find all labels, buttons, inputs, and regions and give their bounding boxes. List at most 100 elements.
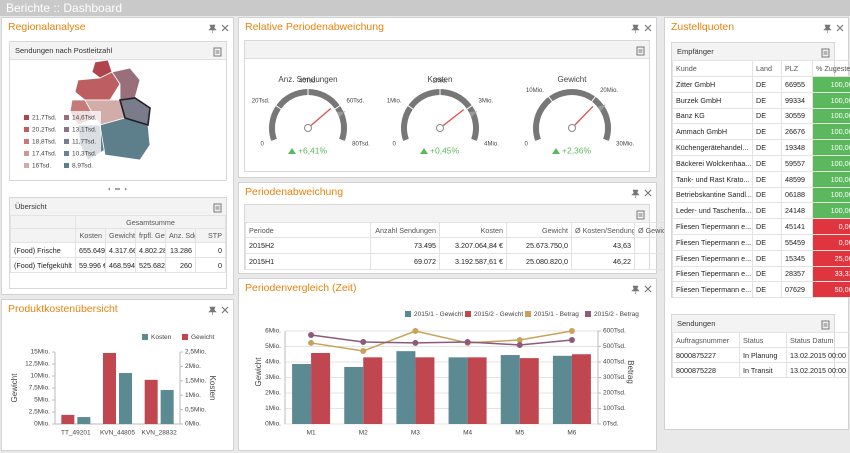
panel-icons[interactable] xyxy=(623,210,647,220)
panel-icons[interactable] xyxy=(808,320,832,330)
panel-title: Relative Periodenabweichung xyxy=(245,21,384,33)
table-cell: (Food) Tiefgekühlt xyxy=(10,257,76,273)
table-cell: Leder- und Taschenfa... xyxy=(672,202,753,220)
panel-icons[interactable] xyxy=(808,48,832,58)
panel-title: Periodenvergleich (Zeit) xyxy=(245,282,357,294)
table-cell: DE xyxy=(752,233,782,251)
table-row: Periode Anzahl Sendungen Kosten Gewicht Ø Ko… xyxy=(245,222,692,238)
panel-icons[interactable] xyxy=(200,47,224,57)
table-cell: 100,00% xyxy=(812,76,850,93)
table-row: 2015H2 73.495 3.207.064,84 €25.673.750,0 43… xyxy=(245,237,692,254)
table-cell: In Planung xyxy=(739,347,787,363)
table-cell: 655.649 € xyxy=(75,242,106,258)
table-cell: 468.594 xyxy=(105,257,136,273)
table-cell: Burzek GmbH xyxy=(672,91,753,109)
table-cell: DE xyxy=(752,91,782,109)
table-cell: 13.02.2015 00:00 xyxy=(786,362,850,378)
table-cell: Gesamtsumme xyxy=(75,215,226,229)
table-cell: 2015H2 xyxy=(245,237,371,254)
table-cell: 2015H1 xyxy=(245,253,371,270)
table-cell: 13.02.2015 00:00 xyxy=(786,347,850,363)
panel-title: Zustellquoten xyxy=(671,21,735,33)
table-cell: DE xyxy=(752,218,782,235)
card-header xyxy=(245,41,649,59)
table-cell: Fliesen Tiepermann e... xyxy=(672,249,753,267)
table-cell: Ø Kosten/Sendung xyxy=(571,222,635,238)
table-cell: Bäckerei Wolckenhaa... xyxy=(672,154,753,172)
table-cell: Kosten xyxy=(75,228,106,243)
card: Sendungen nach Postleitzahl xyxy=(9,41,227,181)
panel-title: Periodenabweichung xyxy=(245,186,344,198)
table-cell: 30559 xyxy=(781,107,813,125)
panel-icons[interactable] xyxy=(207,23,231,33)
table-cell: 260 xyxy=(165,257,196,273)
table-cell: 24148 xyxy=(781,202,813,220)
table-cell: 45141 xyxy=(781,218,813,235)
table-cell: 50,00% xyxy=(812,281,850,299)
panel-icons[interactable] xyxy=(630,188,654,198)
table-cell: Kunde xyxy=(672,60,753,77)
table-cell: DE xyxy=(752,123,782,141)
panel-icons[interactable] xyxy=(822,23,846,33)
table-row: Auftragsnummer Status Status Datum xyxy=(672,332,850,348)
card-title: Empfänger xyxy=(677,47,714,56)
table-cell: 4.317.666 xyxy=(105,242,136,258)
table-cell: DE xyxy=(752,186,782,204)
table-cell: 4.802.281 xyxy=(135,242,166,258)
table-cell: 19348 xyxy=(781,139,813,156)
table-row: (Food) Tiefgekühlt 59.996 €468.594 525.682… xyxy=(10,257,226,273)
panel-title: Produktkostenübersicht xyxy=(8,303,118,315)
table-cell: Ammach GmbH xyxy=(672,123,753,141)
table-cell: Anzahl Sendungen xyxy=(370,222,440,238)
card: Sendungen Auftragsnummer Status Status Datu… xyxy=(671,314,850,378)
table-cell: Zitter GmbH xyxy=(672,76,753,93)
table-cell: Fliesen Tiepermann e... xyxy=(672,265,753,283)
table-cell: Status Datum xyxy=(786,332,850,348)
table-cell: Betriebskantine Sandl... xyxy=(672,186,753,204)
table-cell: 48599 xyxy=(781,170,813,188)
table-cell: DE xyxy=(752,76,782,93)
table-cell: 07629 xyxy=(781,281,813,299)
table-cell: 8000875227 xyxy=(672,347,740,363)
card: Periode Anzahl Sendungen Kosten Gewicht Ø Ko… xyxy=(244,204,692,270)
table-cell: DE xyxy=(752,154,782,172)
panel-icons[interactable] xyxy=(630,284,654,294)
table-cell: 25.673.750,0 xyxy=(506,237,572,254)
table-cell: 3.207.064,84 € xyxy=(439,237,507,254)
table-cell: 59557 xyxy=(781,154,813,172)
table-cell: 100,00% xyxy=(812,154,850,172)
period-table: Periode Anzahl Sendungen Kosten Gewicht Ø Ko… xyxy=(245,222,692,270)
card-header xyxy=(10,42,226,60)
table-cell: DE xyxy=(752,265,782,283)
table-cell: 06188 xyxy=(781,186,813,204)
panel-icons[interactable] xyxy=(630,23,654,33)
table-row: 8000875228 In Transit 13.02.2015 00:00 xyxy=(672,362,850,378)
table-cell: 100,00% xyxy=(812,202,850,220)
table-cell: 73.495 xyxy=(370,237,440,254)
table-cell: In Transit xyxy=(739,362,787,378)
panel: Produktkostenübersicht xyxy=(1,299,234,451)
table-cell: 59.996 € xyxy=(75,257,106,273)
panel-icons[interactable] xyxy=(623,46,647,56)
table-cell: (Food) Frische xyxy=(10,242,76,258)
table-cell xyxy=(10,215,76,229)
table-cell: DE xyxy=(752,281,782,299)
table-cell: 25.080.820,0 xyxy=(506,253,572,270)
table-cell: 25,00% xyxy=(812,249,850,267)
table-row: 8000875227 In Planung 13.02.2015 00:00 xyxy=(672,347,850,363)
panel-icons[interactable] xyxy=(200,203,224,213)
panel-icons[interactable] xyxy=(207,305,231,315)
table-cell: 13.286 xyxy=(165,242,196,258)
table-cell: 15345 xyxy=(781,249,813,267)
table-cell: 100,00% xyxy=(812,107,850,125)
